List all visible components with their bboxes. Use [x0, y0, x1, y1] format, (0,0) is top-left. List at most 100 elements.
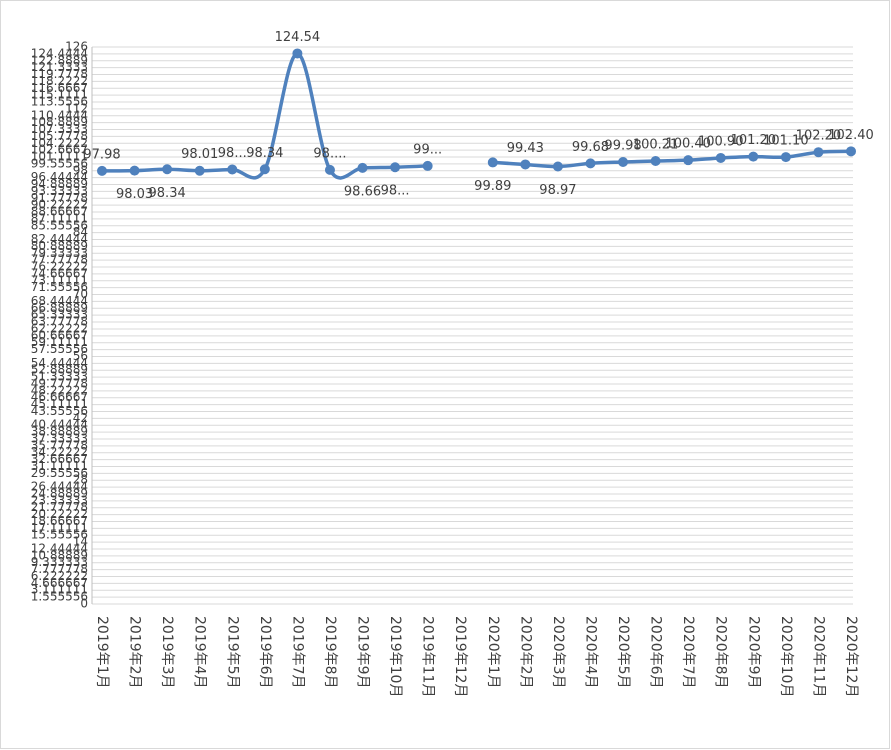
y-tick-label: 65.33333 — [31, 308, 88, 322]
y-tick-label: 113.5556 — [31, 95, 88, 109]
x-tick-label: 2020年11月 — [810, 616, 826, 697]
marker — [846, 146, 856, 157]
x-tick-label: 2020年7月 — [680, 616, 696, 689]
y-tick-label: 116.6667 — [31, 81, 88, 95]
y-tick-label: 80.88889 — [31, 239, 88, 253]
marker — [422, 160, 433, 171]
y-tick-label: 7.777778 — [31, 562, 88, 576]
y-tick-label: 35.77778 — [31, 438, 88, 452]
data-label: 97.98 — [83, 147, 120, 162]
marker — [292, 48, 303, 59]
data-label: 101.10 — [763, 134, 809, 149]
y-tick-label: 26.44444 — [31, 480, 88, 494]
data-label: 98.01 — [181, 147, 218, 162]
y-tick-label: 15.55556 — [31, 528, 88, 542]
y-tick-label: 121.3333 — [31, 60, 88, 74]
y-tick-label: 46.66667 — [31, 390, 88, 404]
y-tick-label: 108.8889 — [31, 115, 88, 129]
data-label: 98.... — [313, 146, 346, 161]
y-tick-label: 124.4444 — [31, 46, 88, 60]
x-tick-label: 2020年2月 — [517, 616, 533, 689]
data-label: 102.40 — [828, 128, 874, 143]
y-tick-label: 126 — [65, 40, 88, 54]
x-tick-label: 2019年6月 — [257, 616, 273, 689]
marker — [357, 162, 368, 173]
y-tick-label: 49.77778 — [31, 376, 88, 390]
data-label: 100.21 — [633, 138, 679, 153]
x-tick-label: 2020年6月 — [648, 616, 664, 689]
y-tick-label: 12.44444 — [31, 541, 88, 555]
marker — [585, 158, 596, 169]
data-label: 98.66 — [344, 184, 381, 199]
y-tick-label: 48.22222 — [31, 383, 88, 397]
marker — [97, 165, 107, 176]
y-tick-label: 20.22222 — [31, 507, 88, 521]
data-label: 99.68 — [572, 140, 609, 155]
y-tick-label: 51.33333 — [31, 370, 88, 384]
y-tick-label: 17.11111 — [31, 521, 88, 535]
data-label: 124.54 — [275, 30, 321, 45]
data-label: 102.20 — [796, 129, 842, 144]
x-tick-label: 2020年9月 — [745, 616, 761, 689]
y-tick-label: 66.88889 — [31, 301, 88, 315]
y-tick-label: 28 — [73, 473, 88, 487]
y-tick-label: 32.66667 — [31, 452, 88, 466]
marker — [650, 156, 661, 167]
marker — [194, 165, 205, 176]
data-label: 101.20 — [731, 133, 777, 148]
marker — [748, 151, 759, 162]
y-tick-label: 87.11111 — [31, 211, 88, 225]
y-tick-label: 52.88889 — [31, 363, 88, 377]
y-tick-label: 0 — [80, 597, 88, 611]
x-tick-label: 2019年8月 — [322, 616, 338, 689]
data-label: 98... — [218, 146, 247, 161]
y-tick-label: 31.11111 — [31, 459, 88, 473]
y-tick-label: 3.111111 — [31, 583, 88, 597]
marker — [487, 157, 498, 168]
y-tick-label: 96.44444 — [31, 170, 88, 184]
x-tick-label: 2020年5月 — [615, 616, 631, 689]
y-tick-label: 1.555556 — [31, 590, 88, 604]
x-tick-label: 2019年1月 — [94, 616, 110, 689]
y-tick-label: 54.44444 — [31, 356, 88, 370]
y-tick-label: 68.44444 — [31, 294, 88, 308]
x-tick-label: 2019年11月 — [420, 616, 436, 697]
y-tick-label: 79.33333 — [31, 246, 88, 260]
data-label: 98... — [381, 184, 410, 199]
marker — [715, 152, 726, 163]
x-tick-label: 2020年4月 — [582, 616, 598, 689]
y-tick-label: 38.88889 — [31, 425, 88, 439]
data-label: 100.90 — [698, 134, 744, 149]
y-tick-label: 56 — [73, 349, 88, 363]
y-tick-label: 91.77778 — [31, 191, 88, 205]
x-tick-label: 2020年1月 — [485, 616, 501, 689]
y-tick-label: 85.55556 — [31, 218, 88, 232]
y-tick-label: 21.77778 — [31, 500, 88, 514]
y-tick-label: 105.7778 — [31, 129, 88, 143]
y-tick-label: 84 — [73, 225, 88, 239]
y-tick-label: 119.7778 — [31, 67, 88, 81]
marker — [259, 164, 270, 175]
data-label: 98.97 — [539, 183, 576, 198]
y-tick-label: 93.33333 — [31, 184, 88, 198]
marker — [618, 157, 629, 168]
x-tick-label: 2020年3月 — [550, 616, 566, 689]
y-tick-label: 77.77778 — [31, 253, 88, 267]
x-tick-label: 2020年10月 — [778, 616, 794, 697]
x-tick-label: 2020年12月 — [843, 616, 859, 697]
marker — [324, 164, 335, 175]
x-tick-label: 2019年12月 — [452, 616, 468, 697]
data-label: 98.34 — [246, 146, 283, 161]
y-tick-label: 4.666667 — [31, 576, 88, 590]
y-tick-label: 10.88889 — [31, 548, 88, 562]
y-tick-label: 24.88889 — [31, 486, 88, 500]
data-label: 98.03 — [116, 187, 153, 202]
x-tick-label: 2019年10月 — [387, 616, 403, 697]
y-tick-label: 63.77778 — [31, 315, 88, 329]
y-tick-label: 6.222222 — [31, 569, 88, 583]
y-tick-label: 14 — [73, 535, 88, 549]
data-label: 100.40 — [665, 137, 711, 152]
y-tick-label: 34.22222 — [31, 445, 88, 459]
